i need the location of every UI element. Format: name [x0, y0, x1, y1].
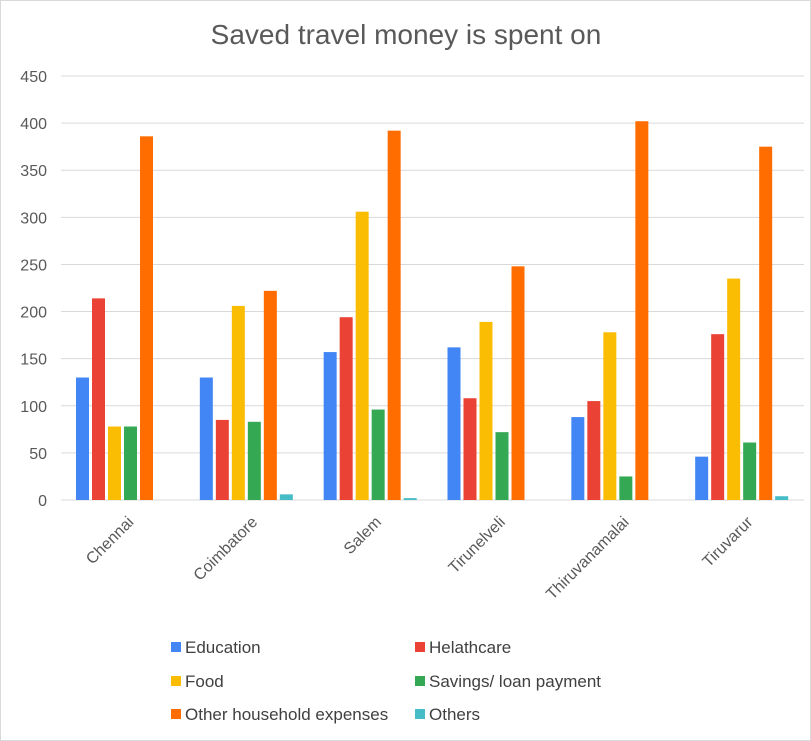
chart-title: Saved travel money is spent on — [211, 19, 602, 50]
category-label: Chennai — [83, 514, 137, 568]
legend-swatch — [171, 642, 181, 652]
bar-salem-3 — [371, 409, 385, 500]
bar-coimbatore-4 — [263, 290, 277, 500]
y-axis-ticks: 0 50 100 150 200 250 300 350 400 450 — [20, 69, 47, 510]
category-label: Salem — [341, 514, 385, 558]
legend-swatch — [415, 676, 425, 686]
y-tick-label: 100 — [20, 399, 47, 416]
bar-tiruvarur-1 — [711, 334, 725, 500]
legend-label: Food — [185, 672, 224, 691]
bar-chennai-0 — [76, 377, 89, 500]
bar-salem-1 — [339, 317, 353, 500]
y-tick-label: 150 — [20, 352, 47, 369]
bar-tiruvarur-3 — [743, 442, 757, 500]
bar-salem-5 — [403, 498, 417, 500]
legend-label: Savings/ loan payment — [429, 672, 601, 691]
y-tick-label: 0 — [38, 493, 47, 510]
y-tick-label: 450 — [20, 69, 47, 86]
bar-chennai-1 — [92, 298, 105, 500]
bar-tiruvarur-5 — [775, 496, 789, 500]
grid-lines — [61, 75, 804, 501]
legend-swatch — [171, 709, 181, 719]
bar-tiruvarur-0 — [695, 456, 709, 500]
bar-coimbatore-2 — [231, 305, 245, 500]
legend-label: Other household expenses — [185, 705, 388, 724]
x-axis-categories: Chennai Coimbatore Salem Tirunelveli Thiruva… — [83, 513, 757, 603]
y-tick-label: 350 — [20, 163, 47, 180]
category-label: Tiruvarur — [700, 513, 757, 570]
legend-swatch — [415, 709, 425, 719]
bar-coimbatore-1 — [215, 419, 229, 500]
bars — [76, 121, 789, 500]
y-tick-label: 400 — [20, 116, 47, 133]
category-label: Tirunelveli — [446, 514, 509, 577]
bar-tirunelveli-3 — [495, 432, 509, 500]
y-tick-label: 200 — [20, 305, 47, 322]
bar-salem-0 — [323, 352, 337, 500]
bar-coimbatore-0 — [199, 377, 213, 500]
legend-label: Education — [185, 638, 261, 657]
legend-label: Helathcare — [429, 638, 511, 657]
bar-thiruvanamalai-2 — [603, 332, 617, 500]
bar-thiruvanamalai-1 — [587, 401, 601, 500]
bar-chennai-2 — [108, 426, 121, 500]
bar-thiruvanamalai-4 — [635, 121, 649, 500]
bar-coimbatore-5 — [279, 494, 293, 500]
category-label: Thiruvanamalai — [543, 514, 632, 603]
y-tick-label: 50 — [29, 446, 47, 463]
bar-tirunelveli-1 — [463, 398, 477, 500]
legend-label: Others — [429, 705, 480, 724]
bar-tiruvarur-4 — [759, 146, 773, 500]
legend: Education Helathcare Food Savings/ loan pay… — [171, 638, 601, 724]
y-tick-label: 300 — [20, 210, 47, 227]
legend-swatch — [171, 676, 181, 686]
legend-swatch — [415, 642, 425, 652]
bar-tirunelveli-2 — [479, 321, 493, 500]
bar-chennai-3 — [124, 426, 137, 500]
bar-thiruvanamalai-0 — [571, 417, 585, 500]
y-tick-label: 250 — [20, 257, 47, 274]
category-label: Coimbatore — [191, 514, 262, 585]
bar-tiruvarur-2 — [727, 278, 741, 500]
bar-tirunelveli-4 — [511, 266, 525, 500]
bar-chennai-4 — [140, 136, 153, 500]
bar-salem-2 — [355, 211, 369, 500]
bar-coimbatore-3 — [247, 421, 261, 500]
bar-tirunelveli-0 — [447, 347, 461, 500]
bar-thiruvanamalai-3 — [619, 476, 633, 500]
bar-salem-4 — [387, 130, 401, 500]
